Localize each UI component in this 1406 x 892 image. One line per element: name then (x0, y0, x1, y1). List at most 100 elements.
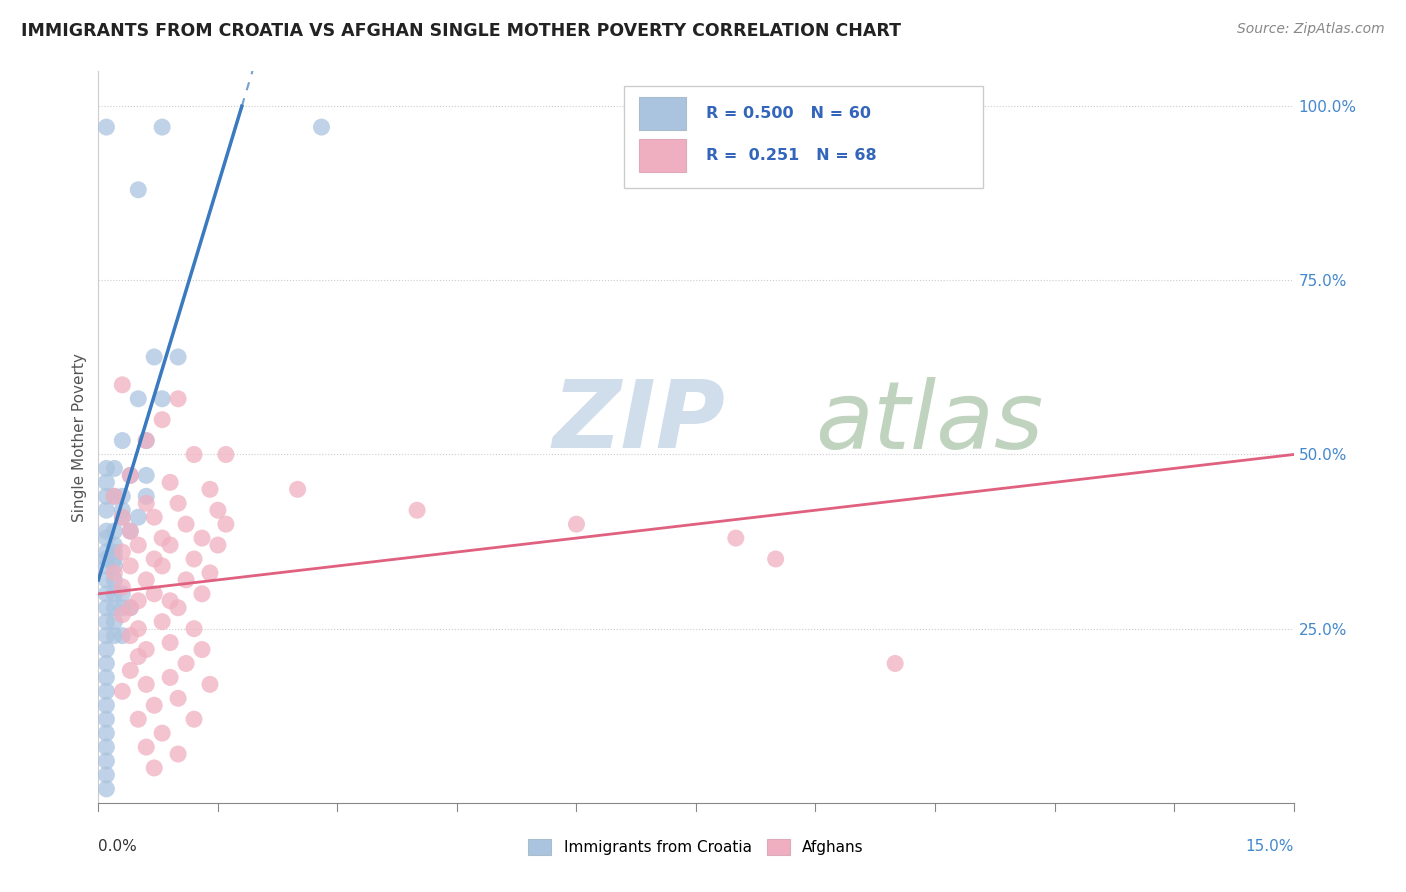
Point (183, 552, 205, 566)
Point (96, 657, 118, 671)
Point (120, 629, 142, 643)
Point (111, 510, 134, 524)
Point (96, 587, 118, 601)
Point (207, 503, 229, 517)
Text: R =  0.251   N = 68: R = 0.251 N = 68 (706, 148, 876, 163)
Point (143, 587, 166, 601)
Point (127, 183, 149, 197)
Point (96, 475, 118, 490)
Point (103, 600, 125, 615)
Point (111, 377, 134, 392)
Text: R = 0.500   N = 60: R = 0.500 N = 60 (706, 106, 870, 121)
Point (167, 392, 190, 406)
Point (150, 558, 173, 573)
Point (120, 600, 142, 615)
Point (406, 503, 429, 517)
Point (96, 531, 118, 545)
Point (143, 761, 166, 775)
Point (150, 531, 173, 545)
Point (120, 468, 142, 483)
Text: IMMIGRANTS FROM CROATIA VS AFGHAN SINGLE MOTHER POVERTY CORRELATION CHART: IMMIGRANTS FROM CROATIA VS AFGHAN SINGLE… (21, 22, 901, 40)
Point (96, 545, 118, 559)
Point (191, 531, 214, 545)
Point (150, 412, 173, 426)
Point (167, 600, 190, 615)
Point (96, 684, 118, 698)
Point (159, 594, 181, 608)
Point (120, 468, 142, 483)
Point (765, 552, 787, 566)
Point (103, 573, 125, 587)
Point (191, 587, 214, 601)
Point (96, 768, 118, 782)
Point (724, 531, 747, 545)
Point (96, 461, 118, 475)
Point (111, 629, 134, 643)
Point (127, 594, 149, 608)
Point (120, 524, 142, 538)
Point (127, 538, 149, 552)
Point (135, 496, 157, 510)
Point (120, 524, 142, 538)
Point (111, 587, 134, 601)
Point (111, 434, 134, 448)
Point (135, 489, 157, 503)
Point (96, 558, 118, 573)
Point (167, 691, 190, 706)
Legend: Immigrants from Croatia, Afghans: Immigrants from Croatia, Afghans (522, 833, 870, 861)
Point (150, 615, 173, 629)
Point (215, 517, 238, 532)
Point (127, 622, 149, 636)
Point (120, 664, 142, 678)
Point (103, 524, 125, 538)
Point (103, 558, 125, 573)
Point (150, 120, 173, 134)
Point (120, 558, 142, 573)
Point (111, 607, 134, 622)
Point (120, 600, 142, 615)
Point (111, 489, 134, 503)
Point (159, 635, 181, 649)
Point (183, 622, 205, 636)
Point (111, 600, 134, 615)
Point (143, 350, 166, 364)
Point (96, 489, 118, 503)
Point (96, 552, 118, 566)
Point (135, 434, 157, 448)
Point (96, 754, 118, 768)
Point (191, 642, 214, 657)
Point (159, 475, 181, 490)
Point (103, 461, 125, 475)
Point (311, 120, 333, 134)
Point (167, 350, 190, 364)
Point (96, 781, 118, 796)
Text: ZIP: ZIP (553, 376, 725, 468)
Point (103, 615, 125, 629)
Point (198, 566, 221, 580)
Point (111, 545, 134, 559)
Text: 15.0%: 15.0% (1246, 839, 1294, 855)
Text: atlas: atlas (815, 377, 1043, 468)
Point (174, 573, 197, 587)
Point (96, 670, 118, 684)
Point (111, 580, 134, 594)
Point (159, 670, 181, 684)
Point (96, 698, 118, 713)
Point (103, 566, 125, 580)
Point (167, 496, 190, 510)
FancyBboxPatch shape (624, 86, 983, 188)
FancyBboxPatch shape (638, 97, 686, 130)
Point (127, 392, 149, 406)
Point (287, 483, 309, 497)
Point (103, 489, 125, 503)
Point (96, 712, 118, 726)
Y-axis label: Single Mother Poverty: Single Mother Poverty (72, 352, 87, 522)
Point (96, 600, 118, 615)
Point (135, 468, 157, 483)
Point (143, 552, 166, 566)
Point (103, 545, 125, 559)
Point (96, 726, 118, 740)
Point (96, 642, 118, 657)
Point (198, 677, 221, 691)
Point (127, 649, 149, 664)
